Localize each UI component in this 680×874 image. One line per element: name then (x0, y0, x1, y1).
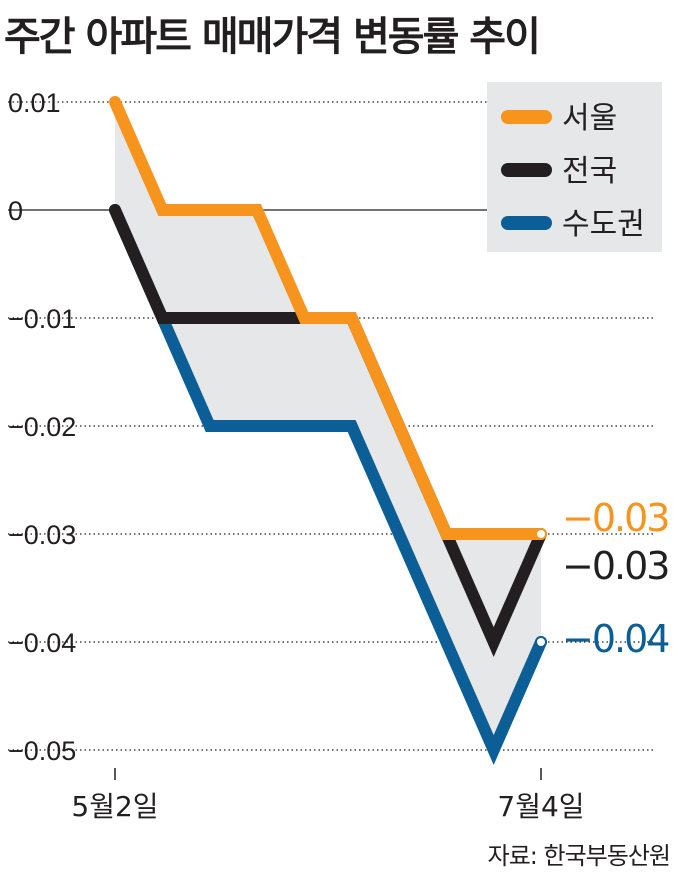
end-marker (535, 528, 547, 540)
series-line-2 (109, 204, 547, 765)
x-tick-label: 5월2일 (71, 790, 158, 823)
legend-label: 수도권 (562, 207, 645, 242)
end-label: −0.03 (562, 496, 668, 540)
chart-title: 주간 아파트 매매가격 변동률 추이 (4, 14, 541, 60)
end-marker (535, 636, 547, 648)
series-line-0 (109, 96, 547, 540)
source-note: 자료: 한국부동산원 (487, 842, 671, 870)
x-tick-label: 7월4일 (497, 790, 584, 823)
y-tick-label: −0.01 (8, 304, 76, 334)
legend-label: 서울 (562, 101, 617, 136)
y-tick-label: −0.04 (8, 628, 76, 658)
y-tick-label: 0.01 (8, 88, 61, 118)
y-tick-label: −0.05 (8, 736, 76, 766)
y-tick-label: −0.02 (8, 412, 76, 442)
y-tick-label: 0 (8, 196, 23, 226)
legend-label: 전국 (562, 154, 617, 189)
end-label: −0.03 (562, 544, 668, 588)
y-tick-label: −0.03 (8, 520, 76, 550)
end-label: −0.04 (562, 617, 669, 661)
